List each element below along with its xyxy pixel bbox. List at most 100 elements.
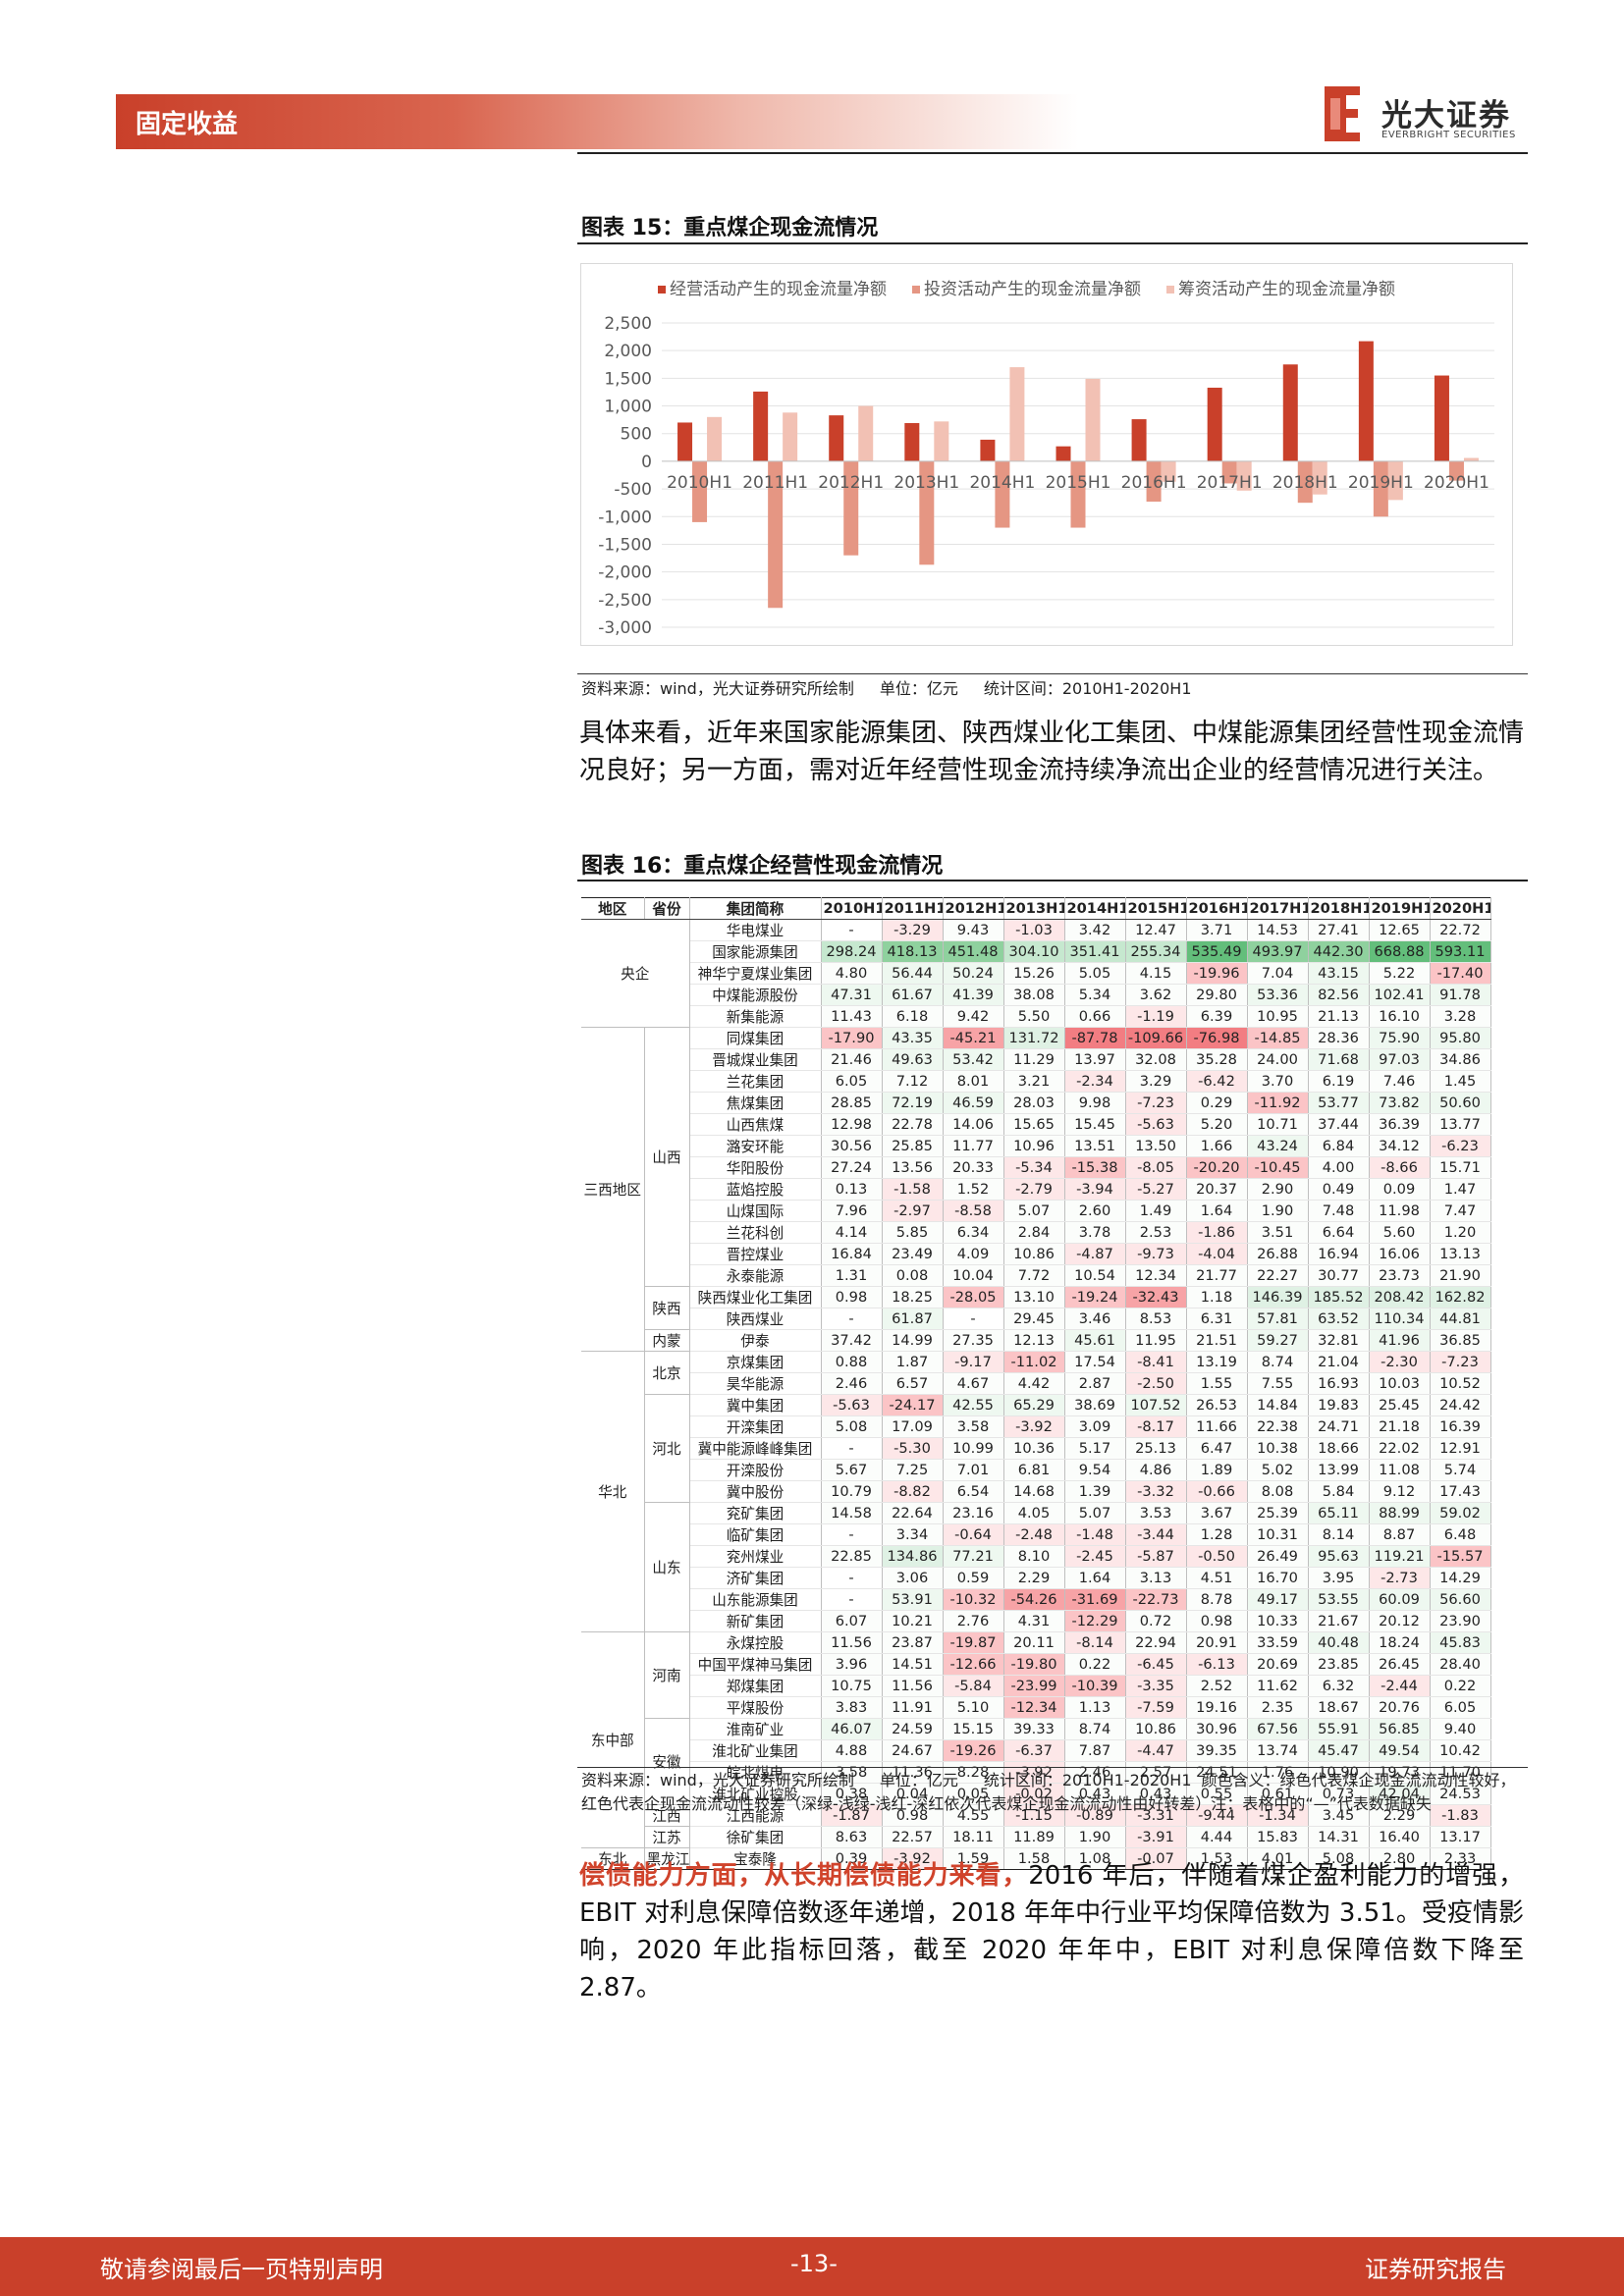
value-cell: -8.05 xyxy=(1125,1156,1187,1179)
value-cell: 8.87 xyxy=(1369,1523,1431,1546)
value-cell: 3.51 xyxy=(1247,1221,1309,1244)
value-cell: 110.34 xyxy=(1369,1308,1431,1330)
value-cell: 20.69 xyxy=(1247,1653,1309,1676)
value-cell: -54.26 xyxy=(1003,1588,1065,1611)
value-cell: 16.93 xyxy=(1308,1372,1370,1395)
company-name-cell: 永煤控股 xyxy=(689,1631,822,1654)
value-cell: 3.71 xyxy=(1186,919,1248,941)
cashflow-chart-svg: 经营活动产生的现金流量净额 投资活动产生的现金流量净额 筹资活动产生的现金流量净额 2… xyxy=(598,280,1494,638)
value-cell: 4.31 xyxy=(1003,1610,1065,1632)
company-logo: 光大证券 EVERBRIGHT SECURITIES xyxy=(1321,84,1527,143)
value-cell: 33.59 xyxy=(1247,1631,1309,1654)
value-cell: 7.48 xyxy=(1308,1200,1370,1222)
value-cell: 25.39 xyxy=(1247,1502,1309,1524)
bar-经营活动产生的现金流量净额-2010H1 xyxy=(677,422,693,461)
legend-label-2: 筹资活动产生的现金流量净额 xyxy=(1178,280,1395,299)
province-cell: 北京 xyxy=(644,1351,690,1395)
value-cell: 53.55 xyxy=(1308,1588,1370,1611)
value-cell: 14.06 xyxy=(943,1113,1004,1136)
table-row: 兖州煤业 22.85 134.86 77.21 8.10 -2.45 -5.87 -0.50 2… xyxy=(581,1545,1491,1568)
bar-投资活动产生的现金流量净额-2011H1 xyxy=(768,460,784,609)
table-row: 焦煤集团 28.85 72.19 46.59 28.03 9.98 -7.23 0.29 -11… xyxy=(581,1092,1491,1114)
table-row: 郑煤集团 10.75 11.56 -5.84 -23.99 -10.39 -3.35 2.52… xyxy=(581,1675,1491,1697)
value-cell: 304.10 xyxy=(1003,940,1065,963)
value-cell: 8.74 xyxy=(1247,1351,1309,1373)
value-cell: 0.43 xyxy=(1064,1783,1126,1805)
value-cell: 6.64 xyxy=(1308,1221,1370,1244)
value-cell: -87.78 xyxy=(1064,1027,1126,1049)
value-cell: 23.87 xyxy=(882,1631,944,1654)
y-tick-label: 1,000 xyxy=(604,398,652,417)
value-cell: -3.29 xyxy=(882,919,944,941)
value-cell: 22.02 xyxy=(1369,1437,1431,1460)
value-cell: -109.66 xyxy=(1125,1027,1187,1049)
column-header: 2013H1 xyxy=(1003,897,1065,920)
value-cell: -1.58 xyxy=(882,1178,944,1201)
value-cell: 1.87 xyxy=(882,1351,944,1373)
value-cell: 82.56 xyxy=(1308,984,1370,1006)
company-name-cell: 蓝焰控股 xyxy=(689,1178,822,1201)
value-cell: 5.67 xyxy=(821,1459,883,1481)
figure16-rule xyxy=(577,880,1528,881)
value-cell: 6.48 xyxy=(1430,1523,1491,1546)
value-cell: 1.55 xyxy=(1186,1372,1248,1395)
value-cell: 55.91 xyxy=(1308,1718,1370,1740)
table-row: 临矿集团 -3.34 -0.64 -2.48 -1.48 -3.44 1.28 10.31 8.… xyxy=(581,1523,1491,1546)
value-cell: 0.22 xyxy=(1064,1653,1126,1676)
value-cell: -6.45 xyxy=(1125,1653,1187,1676)
value-cell: -5.63 xyxy=(1125,1113,1187,1136)
value-cell: 10.36 xyxy=(1003,1437,1065,1460)
value-cell: -2.45 xyxy=(1064,1545,1126,1568)
value-cell: 1.13 xyxy=(1064,1696,1126,1719)
value-cell: 5.07 xyxy=(1064,1502,1126,1524)
bar-筹资活动产生的现金流量净额-2010H1 xyxy=(707,416,723,461)
bar-经营活动产生的现金流量净额-2013H1 xyxy=(904,423,920,461)
value-cell: 5.02 xyxy=(1247,1459,1309,1481)
value-cell: -2.97 xyxy=(882,1200,944,1222)
value-cell: 0.98 xyxy=(1186,1610,1248,1632)
value-cell: -15.57 xyxy=(1430,1545,1491,1568)
value-cell: 185.52 xyxy=(1308,1286,1370,1308)
value-cell: 53.77 xyxy=(1308,1092,1370,1114)
value-cell: 5.08 xyxy=(821,1415,883,1438)
figure15-title: 图表 15：重点煤企现金流情况 xyxy=(581,216,879,240)
value-cell: 5.85 xyxy=(882,1221,944,1244)
value-cell: 59.27 xyxy=(1247,1329,1309,1352)
value-cell: 20.12 xyxy=(1369,1610,1431,1632)
value-cell: 91.78 xyxy=(1430,984,1491,1006)
value-cell: -11.92 xyxy=(1247,1092,1309,1114)
value-cell: 20.11 xyxy=(1003,1631,1065,1654)
value-cell: 7.04 xyxy=(1247,962,1309,985)
value-cell: 2.87 xyxy=(1064,1372,1126,1395)
value-cell: 49.17 xyxy=(1247,1588,1309,1611)
value-cell: 44.81 xyxy=(1430,1308,1491,1330)
value-cell: 50.24 xyxy=(943,962,1004,985)
value-cell: 65.11 xyxy=(1308,1502,1370,1524)
value-cell: 8.78 xyxy=(1186,1588,1248,1611)
value-cell: 14.31 xyxy=(1308,1826,1370,1848)
value-cell: 14.29 xyxy=(1430,1567,1491,1589)
value-cell: 11.08 xyxy=(1369,1459,1431,1481)
value-cell: 6.07 xyxy=(821,1610,883,1632)
bar-筹资活动产生的现金流量净额-2013H1 xyxy=(934,421,949,461)
value-cell: 15.15 xyxy=(943,1718,1004,1740)
value-cell: 20.33 xyxy=(943,1156,1004,1179)
value-cell: 2.80 xyxy=(1369,1847,1431,1870)
value-cell: 11.91 xyxy=(882,1696,944,1719)
value-cell: 5.10 xyxy=(943,1696,1004,1719)
company-name-cell: 山煤国际 xyxy=(689,1200,822,1222)
province-cell: 江苏 xyxy=(644,1826,690,1848)
value-cell: -8.17 xyxy=(1125,1415,1187,1438)
value-cell: 43.15 xyxy=(1308,962,1370,985)
value-cell: 23.73 xyxy=(1369,1264,1431,1287)
company-name-cell: 开滦股份 xyxy=(689,1459,822,1481)
period-text: 统计区间：2010H1-2020H1 xyxy=(983,679,1192,698)
table-row: 山煤国际 7.96 -2.97 -8.58 5.07 2.60 1.49 1.64 1.90 7.… xyxy=(581,1200,1491,1222)
value-cell: 95.80 xyxy=(1430,1027,1491,1049)
company-name-cell: 永泰能源 xyxy=(689,1264,822,1287)
value-cell: -2.44 xyxy=(1369,1675,1431,1697)
value-cell: -17.90 xyxy=(821,1027,883,1049)
value-cell: 1.52 xyxy=(943,1178,1004,1201)
unit-text: 单位：亿元 xyxy=(879,1771,958,1789)
company-name-cell: 焦煤集团 xyxy=(689,1092,822,1114)
